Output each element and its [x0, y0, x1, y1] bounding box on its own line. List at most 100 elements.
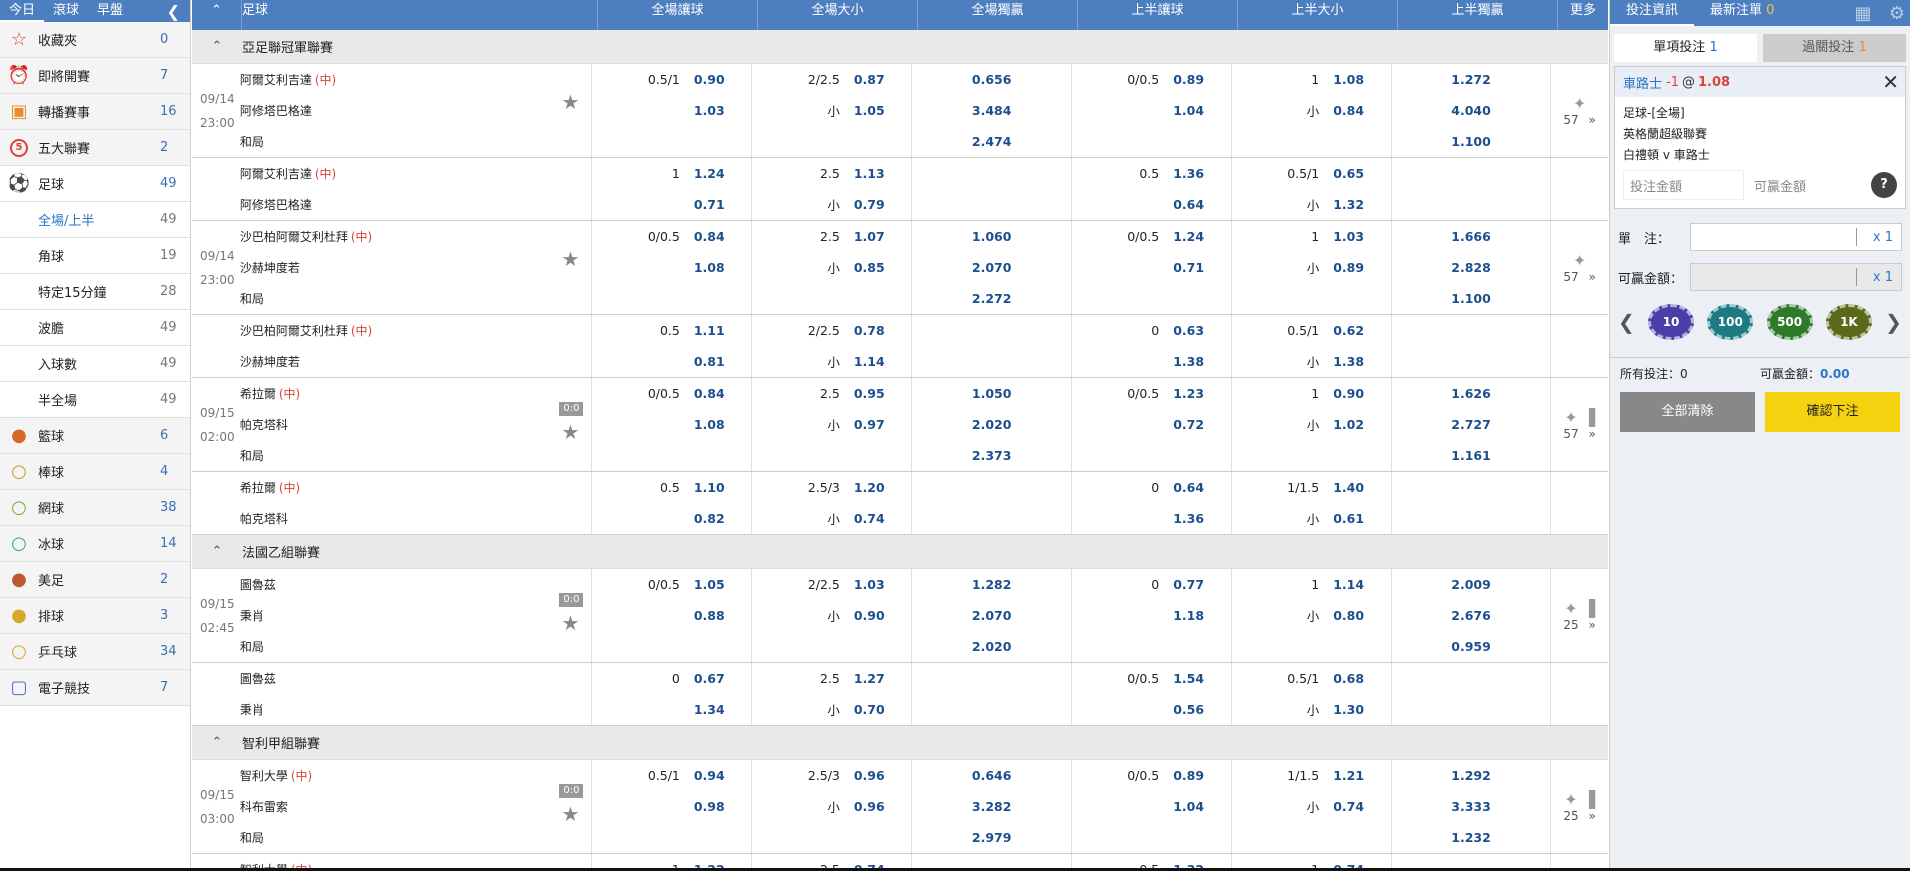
- odds-value[interactable]: 0.71: [1173, 260, 1205, 275]
- star-icon[interactable]: ★: [561, 247, 580, 271]
- odds-value[interactable]: 1.02: [1333, 417, 1365, 432]
- odds-value[interactable]: 0.84: [693, 386, 725, 401]
- stats-bar-icon[interactable]: ▐: [1577, 790, 1595, 809]
- sidebar-sport[interactable]: ▢ 電子競技 7: [0, 670, 190, 706]
- odds-value[interactable]: 3.333: [1451, 799, 1491, 814]
- stake-input[interactable]: 投注金額: [1623, 170, 1744, 200]
- odds-value[interactable]: 4.040: [1451, 103, 1491, 118]
- league-header[interactable]: ⌃ 亞足聯冠軍聯賽: [192, 30, 1608, 64]
- odds-value[interactable]: 1.07: [853, 229, 885, 244]
- odds-value[interactable]: 1.36: [1173, 166, 1205, 181]
- odds-value[interactable]: 1.40: [1333, 480, 1365, 495]
- odds-value[interactable]: 1.38: [1173, 354, 1205, 369]
- league-header[interactable]: ⌃ 法國乙組聯賽: [192, 535, 1608, 569]
- odds-value[interactable]: 0.68: [1333, 671, 1365, 686]
- tab-live[interactable]: 滾球: [53, 3, 80, 18]
- odds-value[interactable]: 2.474: [971, 134, 1012, 149]
- odds-value[interactable]: 0.87: [853, 72, 885, 87]
- calculator-icon[interactable]: ▦: [1854, 2, 1872, 24]
- odds-value[interactable]: 1.34: [693, 702, 725, 717]
- odds-value[interactable]: 1.272: [1451, 72, 1491, 87]
- odds-value[interactable]: 0.74: [1319, 862, 1391, 868]
- double-chevron-right-icon[interactable]: »: [1584, 113, 1596, 127]
- odds-value[interactable]: 1.27: [853, 671, 885, 686]
- live-stats-icon[interactable]: ✦: [1572, 251, 1587, 270]
- odds-value[interactable]: 2.070: [971, 260, 1012, 275]
- star-icon[interactable]: ★: [561, 802, 580, 826]
- odds-value[interactable]: 0.85: [853, 260, 885, 275]
- chip-100[interactable]: 100: [1707, 304, 1754, 340]
- collapse-icon[interactable]: ⌃: [211, 735, 223, 750]
- sidebar-item[interactable]: ▣ 轉播賽事 16: [0, 94, 190, 130]
- star-icon[interactable]: ★: [561, 420, 580, 444]
- sidebar-sport[interactable]: ○ 網球 38: [0, 490, 190, 526]
- odds-value[interactable]: 0.90: [693, 72, 725, 87]
- odds-value[interactable]: 1.08: [693, 417, 725, 432]
- sidebar-sport[interactable]: ○ 乒乓球 34: [0, 634, 190, 670]
- help-icon[interactable]: ?: [1871, 172, 1897, 198]
- sidebar-sport[interactable]: ● 美足 2: [0, 562, 190, 598]
- odds-value[interactable]: 0.646: [971, 768, 1012, 783]
- more-markets[interactable]: ✦ ▐ 25 »: [1550, 760, 1608, 853]
- odds-value[interactable]: 1.100: [1451, 291, 1491, 306]
- odds-value[interactable]: 0.96: [853, 799, 885, 814]
- tab-single-bet[interactable]: 單項投注 1: [1614, 34, 1757, 62]
- odds-value[interactable]: 1.666: [1451, 229, 1491, 244]
- odds-value[interactable]: 0.72: [1173, 417, 1205, 432]
- chevron-left-icon[interactable]: ❮: [166, 1, 180, 21]
- settings-gear-icon[interactable]: ⚙: [1888, 2, 1906, 24]
- odds-value[interactable]: 0.89: [1173, 768, 1205, 783]
- more-markets[interactable]: ✦ 57 »: [1550, 221, 1608, 314]
- odds-value[interactable]: 2.009: [1451, 577, 1491, 592]
- double-chevron-right-icon[interactable]: »: [1584, 270, 1596, 284]
- live-stats-icon[interactable]: ✦: [1564, 408, 1578, 427]
- clear-all-button[interactable]: 全部清除: [1620, 392, 1755, 432]
- tab-bet-info[interactable]: 投注資訊: [1610, 0, 1695, 26]
- odds-value[interactable]: 1.14: [1333, 577, 1365, 592]
- sidebar-sport[interactable]: ○ 冰球 14: [0, 526, 190, 562]
- sidebar-sport[interactable]: ● 籃球 6: [0, 418, 190, 454]
- odds-value[interactable]: 1.21: [1333, 768, 1365, 783]
- league-header[interactable]: ⌃ 智利甲組聯賽: [192, 726, 1608, 760]
- tab-today[interactable]: 今日: [0, 0, 45, 22]
- more-markets[interactable]: [1550, 158, 1608, 220]
- odds-value[interactable]: 0.84: [1333, 103, 1365, 118]
- sidebar-item[interactable]: ⚽ 足球 49: [0, 166, 190, 202]
- more-markets[interactable]: [1550, 663, 1608, 725]
- odds-value[interactable]: 0.71: [693, 197, 725, 212]
- more-markets[interactable]: [1550, 854, 1608, 868]
- odds-value[interactable]: 1.32: [1159, 862, 1231, 868]
- odds-value[interactable]: 1.04: [1173, 103, 1205, 118]
- odds-value[interactable]: 1.54: [1173, 671, 1205, 686]
- star-icon[interactable]: ★: [561, 611, 580, 635]
- double-chevron-right-icon[interactable]: »: [1584, 809, 1596, 823]
- stats-bar-icon[interactable]: ▐: [1577, 599, 1595, 618]
- live-stats-icon[interactable]: ✦: [1564, 790, 1578, 809]
- more-markets[interactable]: [1550, 315, 1608, 377]
- odds-value[interactable]: 1.08: [1333, 72, 1365, 87]
- odds-value[interactable]: 0.61: [1333, 511, 1365, 526]
- odds-value[interactable]: 0.82: [693, 511, 725, 526]
- sidebar-subitem[interactable]: 特定15分鐘 28: [0, 274, 190, 310]
- more-markets[interactable]: [1550, 472, 1608, 534]
- odds-value[interactable]: 2.979: [971, 830, 1012, 845]
- odds-value[interactable]: 1.10: [693, 480, 725, 495]
- chip-500[interactable]: 500: [1766, 304, 1813, 340]
- sidebar-subitem[interactable]: 角球 19: [0, 238, 190, 274]
- odds-value[interactable]: 0.88: [693, 608, 725, 623]
- collapse-all-icon[interactable]: ⌃: [192, 0, 242, 30]
- more-markets[interactable]: ✦ 57 »: [1550, 64, 1608, 157]
- odds-value[interactable]: 0.67: [693, 671, 725, 686]
- odds-value[interactable]: 1.03: [853, 577, 885, 592]
- odds-value[interactable]: 0.89: [1173, 72, 1205, 87]
- single-stake-input[interactable]: x 1: [1690, 223, 1902, 251]
- sidebar-item[interactable]: ☆ 收藏夾 0: [0, 22, 190, 58]
- live-stats-icon[interactable]: ✦: [1564, 599, 1578, 618]
- double-chevron-right-icon[interactable]: »: [1584, 427, 1596, 441]
- odds-value[interactable]: 1.20: [853, 480, 885, 495]
- odds-value[interactable]: 0.90: [1333, 386, 1365, 401]
- tab-early[interactable]: 早盤: [97, 3, 124, 18]
- star-icon[interactable]: ★: [561, 90, 580, 114]
- odds-value[interactable]: 0.62: [1333, 323, 1365, 338]
- sidebar-subitem[interactable]: 全場/上半 49: [0, 202, 190, 238]
